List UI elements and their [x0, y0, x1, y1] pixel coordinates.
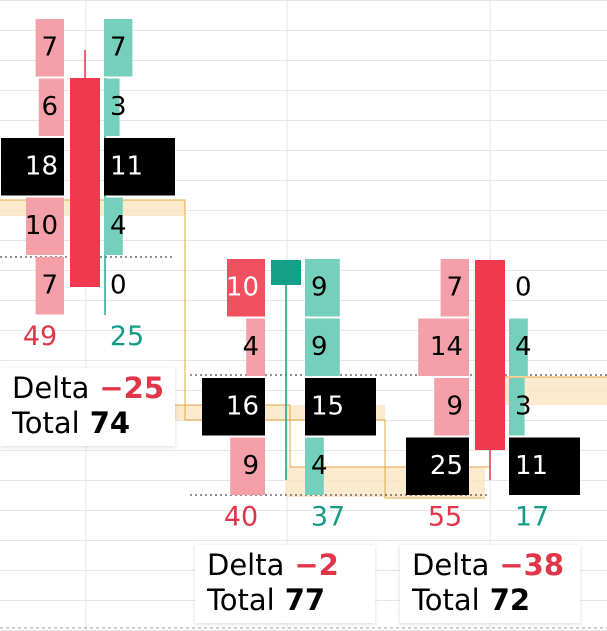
- bid-total: 40: [224, 502, 258, 533]
- ask-total: 17: [515, 502, 549, 533]
- bid-cell: [26, 197, 64, 255]
- ask-cell: [509, 437, 580, 495]
- ask-total: 25: [110, 321, 144, 352]
- bid-cell: [35, 257, 64, 315]
- delta-line: Delta −2: [207, 548, 339, 582]
- ask-volume: 3: [110, 92, 127, 122]
- summary-box: Delta −25 Total 74: [0, 368, 175, 446]
- bid-cell: [440, 259, 469, 317]
- ask-volume: 3: [515, 391, 532, 421]
- ask-volume: 0: [515, 272, 532, 302]
- bid-cell: [418, 318, 469, 376]
- ask-cell: [305, 437, 324, 495]
- bid-cell: [246, 318, 265, 376]
- delta-value: −38: [499, 548, 564, 582]
- bid-cell: [227, 259, 265, 317]
- ask-cell: [509, 318, 528, 376]
- ask-cell: [104, 197, 123, 255]
- ask-volume: 11: [515, 451, 548, 481]
- bid-cell: [230, 437, 265, 495]
- delta-value: −2: [294, 548, 338, 582]
- bid-volume: 7: [41, 32, 58, 62]
- delta-value: −25: [99, 371, 164, 405]
- bid-volume: 7: [41, 270, 58, 300]
- ask-volume: 15: [311, 391, 344, 421]
- bid-volume: 4: [242, 332, 259, 362]
- bid-cell: [434, 378, 469, 436]
- total-value: 77: [285, 583, 325, 617]
- bid-volume: 18: [25, 151, 58, 181]
- ask-volume: 9: [311, 332, 328, 362]
- ask-volume: 0: [110, 270, 127, 300]
- total-value: 74: [90, 406, 130, 440]
- delta-text: Delta: [12, 371, 89, 405]
- bid-cell: [1, 138, 64, 196]
- ask-cell: [104, 78, 120, 136]
- total-text: Total: [11, 406, 80, 440]
- bid-volume: 10: [25, 211, 58, 241]
- delta-line: Delta −38: [412, 548, 564, 582]
- bid-volume: 25: [430, 451, 463, 481]
- ask-volume: 4: [110, 211, 127, 241]
- summary-box: Delta −38 Total 72: [400, 545, 580, 623]
- ask-cell: [509, 378, 525, 436]
- candles: [70, 50, 505, 480]
- bid-total: 49: [23, 321, 57, 352]
- ask-total: 37: [311, 502, 345, 533]
- bid-volume: 14: [430, 332, 463, 362]
- summary-bg: [400, 545, 580, 623]
- delta-text: Delta: [207, 548, 284, 582]
- bid-cell: [406, 437, 469, 495]
- ask-volume: 7: [110, 32, 127, 62]
- total-line: Total 72: [411, 583, 530, 617]
- ask-cell: [104, 138, 175, 196]
- total-value: 72: [490, 583, 530, 617]
- summary-bg: [195, 545, 375, 623]
- total-text: Total: [411, 583, 480, 617]
- bid-volume: 9: [242, 451, 259, 481]
- bid-volume: 16: [226, 391, 259, 421]
- ask-volume: 9: [311, 272, 328, 302]
- summary-box: Delta −2 Total 77: [195, 545, 375, 623]
- ask-volume: 4: [515, 332, 532, 362]
- ask-cell: [305, 378, 376, 436]
- summary-bg: [0, 368, 175, 446]
- bid-cell: [202, 378, 265, 436]
- bid-volume: 6: [41, 92, 58, 122]
- bid-volume: 7: [446, 272, 463, 302]
- ask-cell: [305, 318, 340, 376]
- total-text: Total: [206, 583, 275, 617]
- ask-volume: 4: [311, 451, 328, 481]
- bid-cell: [35, 19, 64, 77]
- delta-line: Delta −25: [12, 371, 164, 405]
- bid-volume: 10: [226, 272, 259, 302]
- bid-cell: [38, 78, 64, 136]
- ask-cell: [305, 259, 340, 317]
- bid-total: 55: [428, 502, 462, 533]
- bid-volume: 9: [446, 391, 463, 421]
- total-line: Total 77: [206, 583, 325, 617]
- ask-cell: [104, 19, 133, 77]
- delta-text: Delta: [412, 548, 489, 582]
- total-line: Total 74: [11, 406, 130, 440]
- ask-volume: 11: [110, 151, 143, 181]
